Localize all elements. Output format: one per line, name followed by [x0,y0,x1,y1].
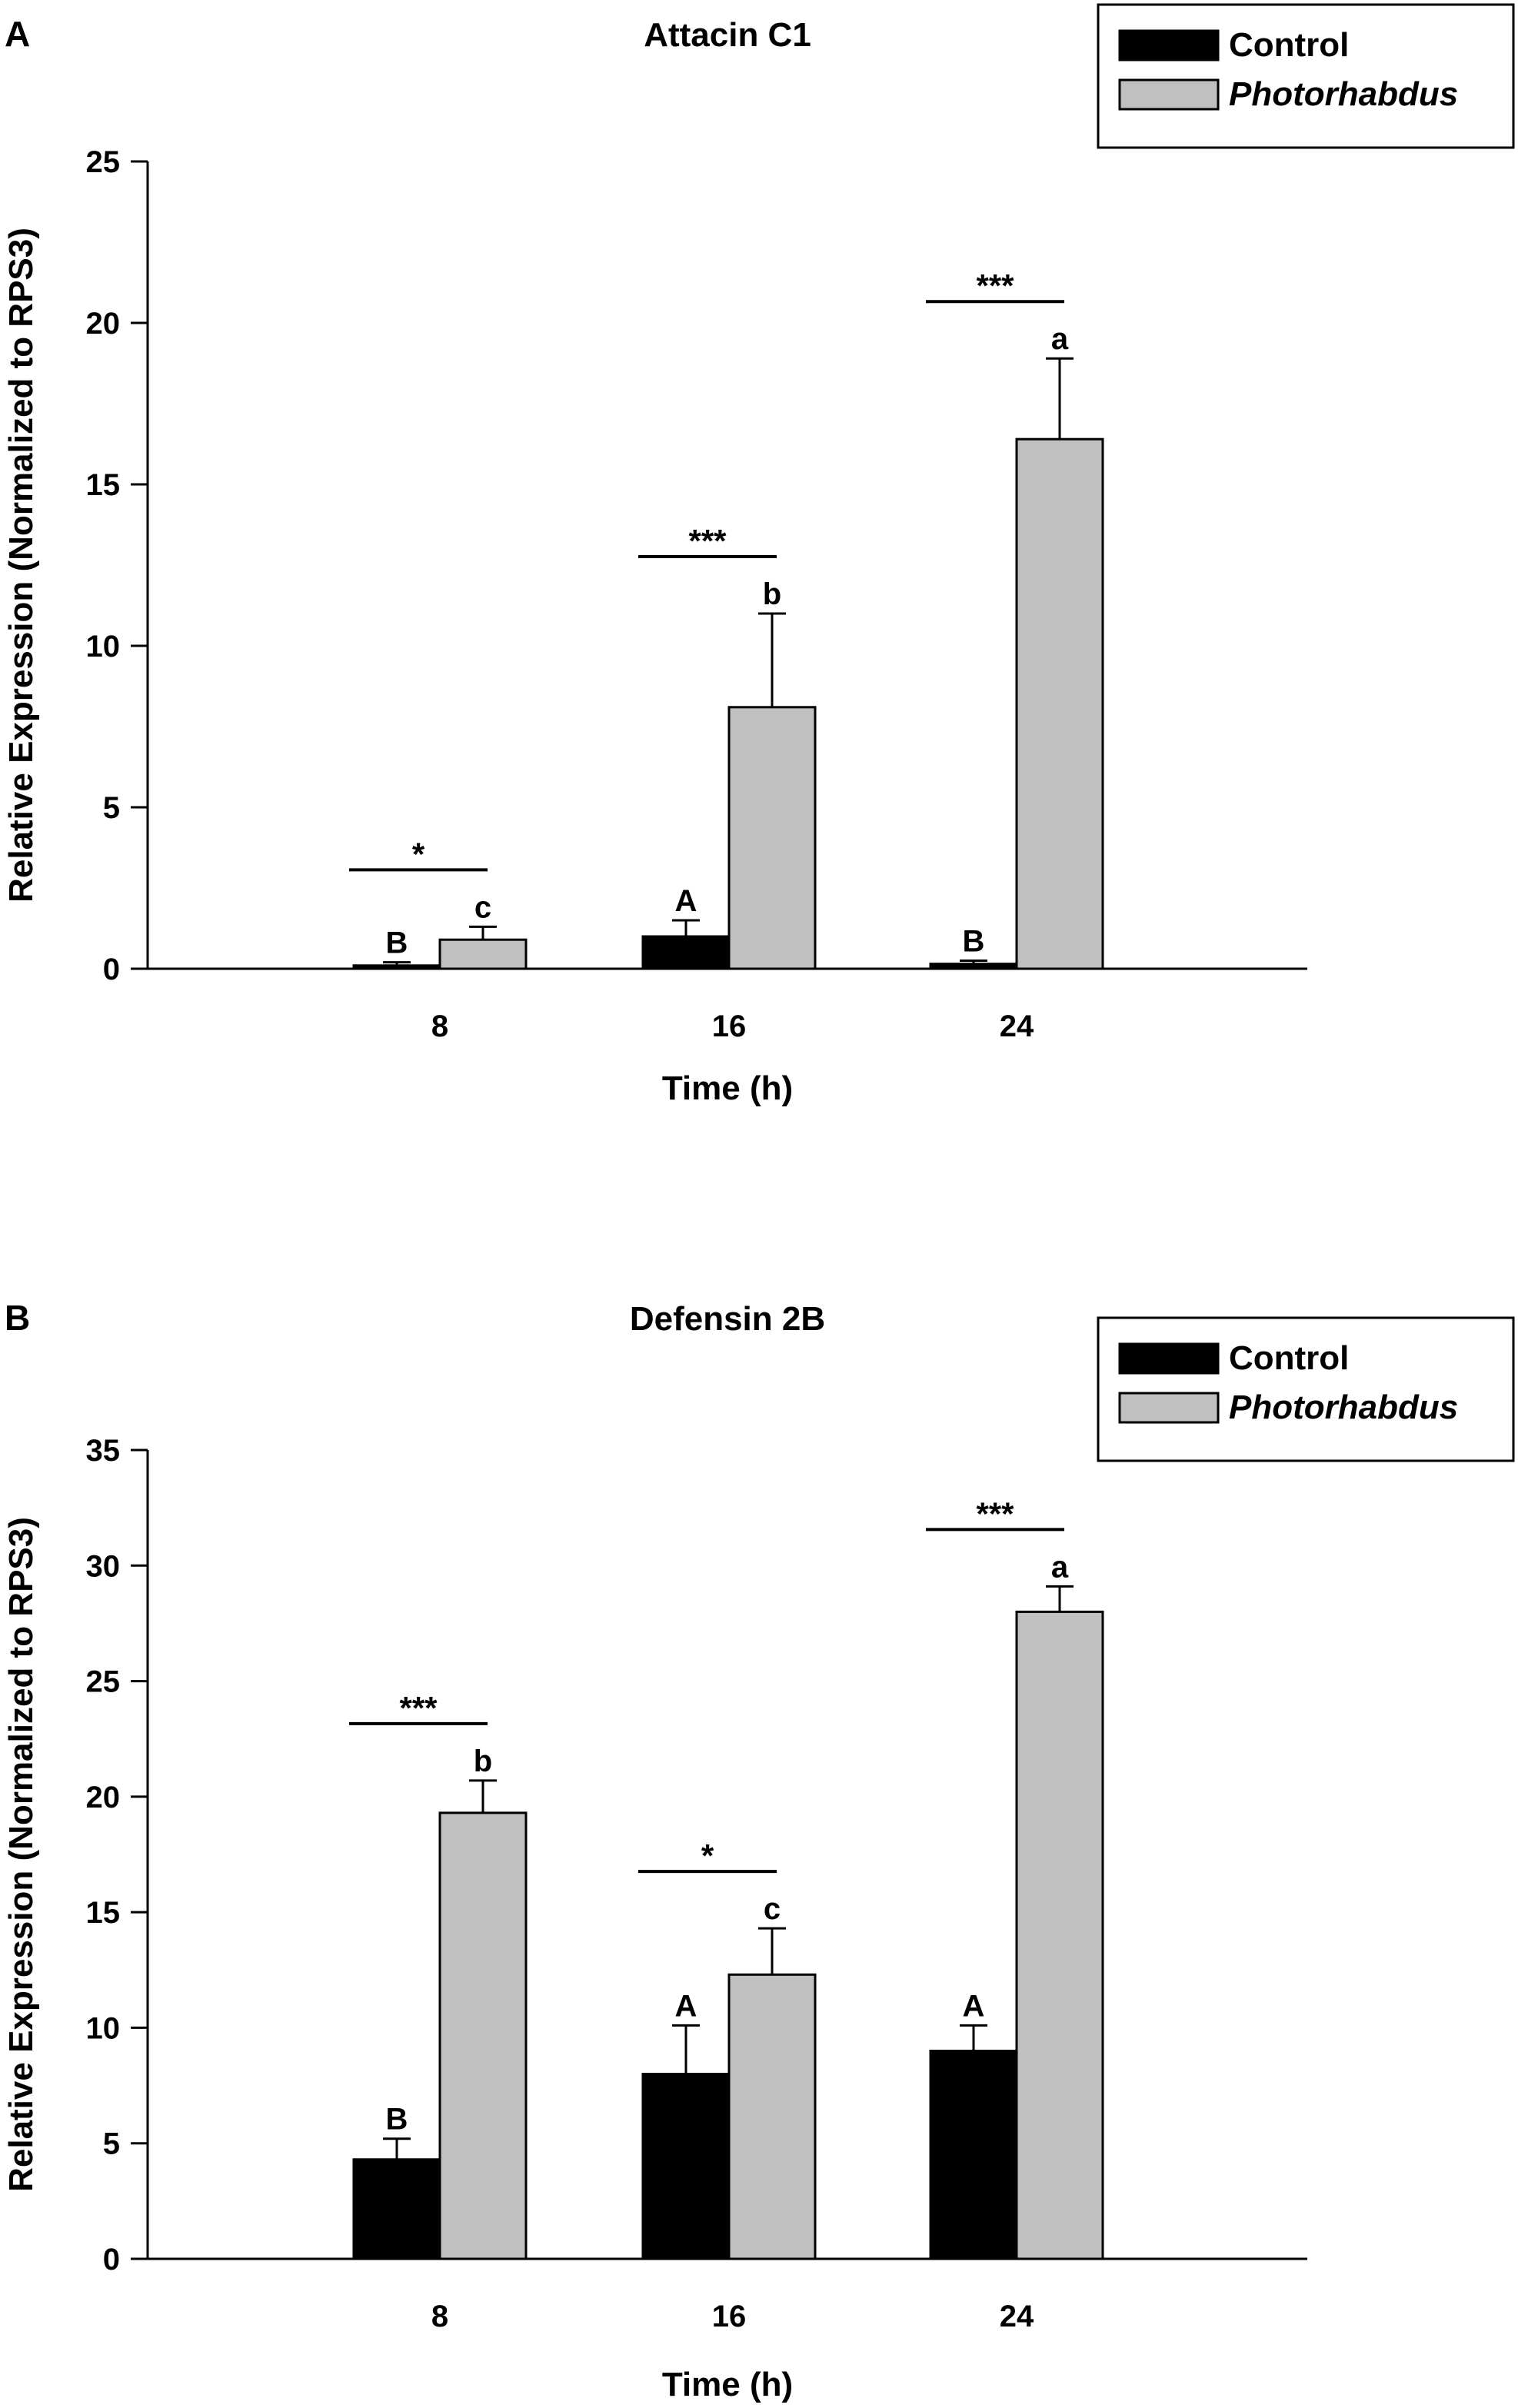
significance-letter: b [474,1744,492,1778]
y-tick-label: 25 [86,145,121,179]
y-tick-label: 0 [103,2243,120,2277]
x-tick-label: 8 [431,1009,448,1043]
significance-stars: * [412,836,425,872]
legend-swatch-photorhabdus [1118,78,1220,111]
chart-panel-b: B Defensin 2B 0 5 10 15 20 25 30 35 Relative Expre… [2,1298,1515,2403]
x-tick-label: 16 [712,2300,747,2333]
y-tick-label: 30 [86,1549,121,1583]
y-tick-label: 5 [103,2127,120,2161]
bar-photorhabdus-8 [438,938,528,970]
bar-control-24 [929,2049,1018,2260]
bar-control-24 [929,963,1018,970]
y-tick-label: 35 [86,1434,121,1468]
significance-stars: * [701,1838,714,1874]
panel-label: A [5,14,30,54]
y-axis-title: Relative Expression (Normalized to RPS3) [2,1517,40,2192]
significance-letter: A [675,1989,697,2023]
bar-control-16 [641,935,731,970]
panel-label: B [5,1298,30,1338]
legend-swatch-control [1118,1342,1220,1375]
y-tick-label: 10 [86,2011,121,2045]
significance-stars: *** [976,1495,1014,1532]
significance-letter: c [764,1892,781,1926]
bar-control-8 [352,964,441,970]
significance-letter: B [386,926,408,960]
x-tick-label: 8 [431,2300,448,2333]
significance-letter: B [963,925,985,959]
bar-photorhabdus-16 [727,706,817,970]
legend-swatch-photorhabdus [1118,1392,1220,1424]
chart-title: Attacin C1 [644,16,811,54]
significance-letter: c [474,890,491,924]
y-tick-label: 25 [86,1665,121,1699]
bar-photorhabdus-8 [438,1811,528,2260]
chart-title: Defensin 2B [630,1300,825,1338]
legend-label-control: Control [1229,26,1349,64]
bar-photorhabdus-24 [1015,437,1104,970]
legend-swatch-control [1118,29,1220,62]
legend-label-photorhabdus: Photorhabdus [1229,1389,1458,1426]
y-tick-label: 0 [103,953,120,986]
legend: Control Photorhabdus [1097,3,1515,149]
bar-photorhabdus-24 [1015,1610,1104,2260]
significance-letter: b [763,577,781,611]
x-tick-label: 24 [1000,1009,1034,1043]
significance-stars: *** [688,523,727,559]
legend-label-control: Control [1229,1339,1349,1377]
bar-photorhabdus-16 [727,1973,817,2260]
y-tick-label: 10 [86,630,121,664]
y-tick-label: 15 [86,1896,121,1930]
significance-letter: B [386,2103,408,2137]
y-tick-label: 5 [103,791,120,825]
x-tick-label: 16 [712,1009,747,1043]
significance-letter: A [675,884,697,918]
chart-panel-a: A Attacin C1 0 5 10 15 20 25 Relative Expression… [2,3,1515,1107]
legend-box [1097,1316,1515,1462]
bar-control-16 [641,2073,731,2260]
x-axis-title: Time (h) [662,1069,793,1107]
significance-letter: a [1051,322,1069,356]
significance-letter: a [1051,1550,1069,1584]
x-tick-label: 24 [1000,2300,1034,2333]
legend-label-photorhabdus: Photorhabdus [1229,75,1458,113]
bar-control-8 [352,2158,441,2260]
x-axis-title: Time (h) [662,2366,793,2403]
legend: Control Photorhabdus [1097,1316,1515,1462]
y-tick-label: 20 [86,1781,121,1814]
legend-box [1097,3,1515,149]
significance-stars: *** [399,1690,438,1726]
y-tick-label: 20 [86,307,121,341]
significance-stars: *** [976,268,1014,304]
y-axis-title: Relative Expression (Normalized to RPS3) [2,228,40,903]
y-tick-label: 15 [86,468,121,502]
significance-letter: A [963,1989,985,2023]
